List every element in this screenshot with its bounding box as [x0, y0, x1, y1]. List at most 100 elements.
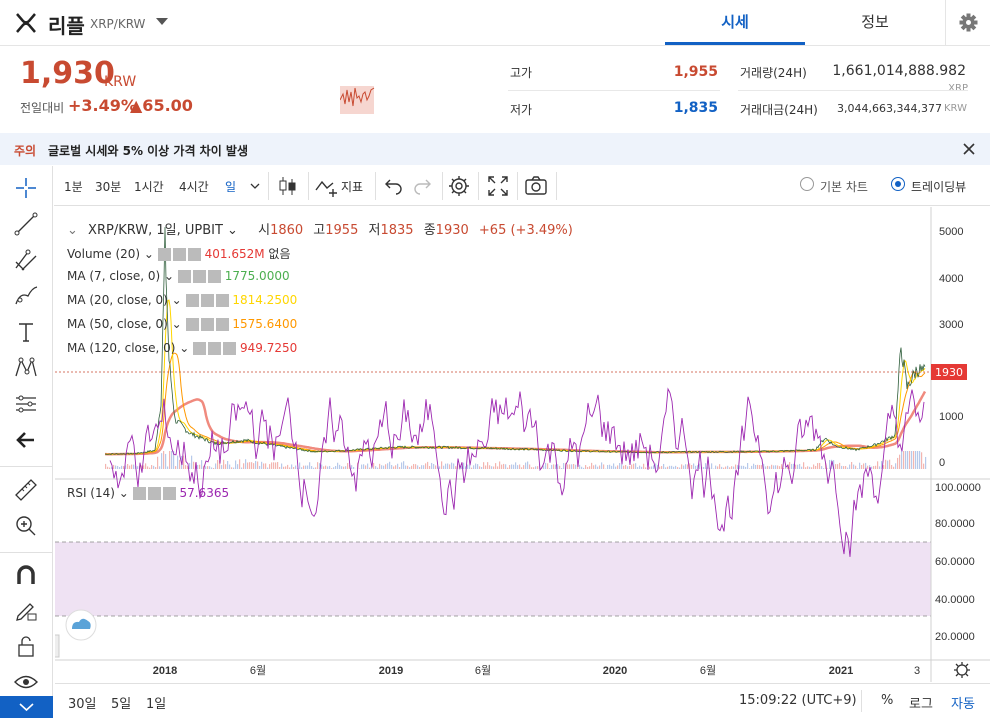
settings-gear-icon[interactable]	[945, 0, 990, 45]
change-label: 전일대비	[20, 99, 64, 116]
price-tick: 1000	[939, 411, 963, 423]
interval-1min[interactable]: 1분	[64, 178, 83, 195]
coin-name: 리플	[48, 10, 85, 39]
symbol-label[interactable]: XRP/KRW, 1일, UPBIT	[88, 223, 223, 238]
coin-select-chevron-down-icon[interactable]	[156, 18, 168, 25]
indicator-value: 1775.0000	[225, 269, 290, 283]
log-toggle[interactable]: 로그	[909, 693, 933, 712]
eye-icon[interactable]	[12, 668, 40, 696]
interval-30min[interactable]: 30분	[95, 178, 121, 195]
indicator-controls[interactable]	[178, 269, 221, 283]
auto-toggle[interactable]: 자동	[951, 693, 975, 712]
candlestick-icon[interactable]	[276, 174, 300, 198]
trend-line-icon[interactable]	[12, 210, 40, 238]
chart-settings-gear-icon[interactable]	[447, 174, 471, 198]
magnet-icon[interactable]	[12, 562, 40, 590]
interval-4hour[interactable]: 4시간	[179, 178, 209, 195]
lock-pencil-icon[interactable]	[12, 596, 40, 624]
indicator-controls[interactable]	[158, 247, 201, 261]
indicator-controls[interactable]	[186, 293, 229, 307]
unlock-icon[interactable]	[12, 632, 40, 660]
open-label: 시	[258, 223, 270, 238]
price-unit: KRW	[104, 74, 136, 90]
rsi-tick: 100.0000	[935, 482, 981, 494]
indicator-name[interactable]: MA (120, close, 0)	[67, 341, 175, 355]
indicator-label[interactable]: 지표	[341, 178, 363, 195]
range-1d[interactable]: 1일	[146, 693, 166, 712]
indicator-legend-row: MA (120, close, 0) ⌄ 949.7250	[67, 341, 367, 365]
high-label: 고	[313, 223, 325, 238]
rsi-tick: 40.0000	[935, 594, 975, 606]
ruler-icon[interactable]	[12, 476, 40, 504]
close-label: 종	[424, 223, 436, 238]
tradingview-label[interactable]: 트레이딩뷰	[911, 178, 966, 195]
divider	[517, 172, 518, 200]
range-30d[interactable]: 30일	[68, 693, 97, 712]
time-tick: 6월	[475, 664, 491, 677]
interval-1hour[interactable]: 1시간	[134, 178, 164, 195]
tradingview-logo-icon[interactable]	[66, 610, 96, 640]
low-label: 저가	[510, 101, 532, 118]
interval-chevron-down-icon[interactable]	[250, 182, 260, 190]
rsi-name[interactable]: RSI (14)	[67, 486, 115, 500]
close-icon[interactable]	[960, 140, 978, 158]
rsi-value: 57.6365	[179, 486, 229, 500]
clock-time: 15:09:22 (UTC+9)	[739, 693, 857, 708]
rsi-legend: RSI (14) ⌄ 57.6365	[67, 486, 229, 500]
indicator-controls[interactable]	[133, 486, 176, 500]
indicator-name[interactable]: MA (20, close, 0)	[67, 293, 168, 307]
tab-quote[interactable]: 시세	[665, 0, 805, 45]
undo-icon[interactable]	[382, 174, 406, 198]
fib-tool-icon[interactable]	[12, 246, 40, 274]
basic-chart-label[interactable]: 기본 차트	[820, 178, 868, 195]
indicator-name[interactable]: MA (7, close, 0)	[67, 269, 160, 283]
brush-icon[interactable]	[12, 282, 40, 310]
app-header: 리플 XRP/KRW 시세 정보	[0, 0, 990, 46]
indicator-name[interactable]: MA (50, close, 0)	[67, 317, 168, 331]
indicator-controls[interactable]	[193, 341, 236, 355]
time-tick: 3	[914, 665, 920, 677]
collapse-toolbar-button[interactable]	[0, 696, 53, 718]
tradingview-radio[interactable]	[891, 177, 905, 191]
time-tick: 2021	[829, 665, 853, 677]
current-price: 1,930	[20, 56, 115, 91]
fullscreen-icon[interactable]	[486, 174, 510, 198]
pattern-tool-icon[interactable]	[12, 354, 40, 382]
indicator-name[interactable]: Volume (20)	[67, 247, 140, 261]
chart-bottom-bar: 30일 5일 1일 15:09:22 (UTC+9) % 로그 자동	[55, 683, 990, 718]
tab-info[interactable]: 정보	[805, 0, 945, 45]
indicator-legend-row: MA (50, close, 0) ⌄ 1575.6400	[67, 317, 367, 341]
axis-settings-gear-icon[interactable]	[954, 662, 970, 678]
collapse-legend-chevron-icon[interactable]: ⌄	[67, 223, 78, 238]
amount-value: 3,044,663,344,377	[830, 102, 942, 115]
time-tick: 2018	[153, 665, 177, 677]
basic-chart-radio[interactable]	[800, 177, 814, 191]
zoom-in-icon[interactable]	[12, 512, 40, 540]
amount-unit: KRW	[944, 103, 967, 114]
notice-tag: 주의	[14, 142, 36, 159]
change-percent: +3.49%	[68, 96, 137, 115]
price-tick: 4000	[939, 273, 963, 285]
percent-toggle[interactable]: %	[881, 693, 893, 708]
price-chart[interactable]: 1930 5000 4000 3000 1000 0 100.0000 80.0…	[55, 207, 990, 682]
time-tick: 2020	[603, 665, 627, 677]
indicator-controls[interactable]	[186, 317, 229, 331]
camera-icon[interactable]	[524, 174, 548, 198]
time-tick: 2019	[379, 665, 403, 677]
prediction-tool-icon[interactable]	[12, 390, 40, 418]
low-value: 1,835	[630, 100, 718, 116]
arrow-left-icon[interactable]	[12, 426, 40, 454]
crosshair-icon[interactable]	[12, 174, 40, 202]
interval-day[interactable]: 일	[225, 178, 236, 195]
range-5d[interactable]: 5일	[111, 693, 131, 712]
indicator-icon[interactable]	[314, 174, 338, 198]
divider	[861, 690, 862, 712]
indicator-legend-list: Volume (20) ⌄ 401.652M 없음 MA (7, close, …	[67, 245, 367, 365]
redo-icon[interactable]	[410, 174, 434, 198]
price-notice-banner: 주의 글로벌 시세와 5% 이상 가격 차이 발생	[0, 133, 990, 165]
price-tick: 3000	[939, 319, 963, 331]
indicator-legend-row: Volume (20) ⌄ 401.652M 없음	[67, 245, 367, 269]
text-tool-icon[interactable]	[12, 318, 40, 346]
collapse-handle[interactable]	[55, 635, 59, 657]
high-value: 1,955	[630, 64, 718, 80]
